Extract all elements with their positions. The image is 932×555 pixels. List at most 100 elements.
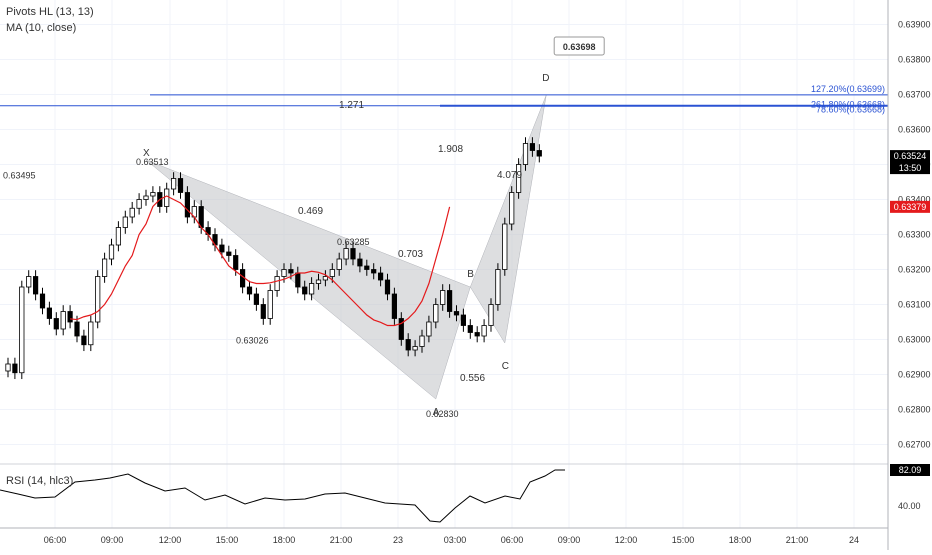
ratio-label: 0.703	[398, 249, 423, 260]
candle-body	[322, 276, 329, 281]
pivot-label: 0.63285	[337, 237, 370, 247]
candle-body	[384, 279, 391, 295]
time-tick-label: 15:00	[672, 535, 695, 545]
time-tick-label: 12:00	[615, 535, 638, 545]
price-tick-label: 0.63700	[898, 90, 931, 100]
price-tick-label: 0.63300	[898, 230, 931, 240]
ma-line	[70, 195, 451, 327]
rsi-layer	[0, 463, 888, 523]
rsi-value-label: 82.09	[899, 465, 922, 475]
candle-body	[184, 192, 190, 218]
time-tick-label: 09:00	[558, 535, 581, 545]
point-b-label: B	[467, 269, 474, 280]
candle-body	[467, 325, 473, 333]
candle-body	[460, 314, 467, 326]
price-tick-label: 0.63600	[898, 125, 931, 135]
candle-body	[295, 272, 301, 288]
countdown-label: 13:50	[899, 163, 922, 173]
time-tick-label: 18:00	[273, 535, 296, 545]
candle-body	[5, 363, 11, 372]
pivot-label: 0.63495	[3, 170, 36, 180]
candle-body	[377, 272, 384, 281]
candle-body	[495, 269, 501, 305]
candle-body	[288, 269, 294, 274]
candle-body	[502, 223, 508, 270]
candles-layer	[5, 137, 542, 380]
candle-body	[302, 286, 308, 295]
candle-body	[170, 178, 177, 190]
candle-body	[343, 248, 349, 260]
ratio-label: 1.908	[438, 144, 463, 155]
candle-body	[329, 269, 335, 277]
last-price-label: 0.63524	[894, 151, 927, 161]
time-tick-label: 23	[393, 535, 403, 545]
time-tick-label: 21:00	[330, 535, 353, 545]
time-tick-label: 06:00	[44, 535, 67, 545]
candle-body	[357, 258, 363, 267]
time-tick-label: 21:00	[786, 535, 809, 545]
candle-body	[102, 258, 108, 277]
ma-price-label: 0.63379	[894, 202, 927, 212]
rsi-tick-label: 40.00	[898, 501, 921, 511]
candle-body	[108, 244, 115, 260]
pivot-label: 0.63026	[236, 335, 269, 345]
candle-body	[253, 293, 259, 305]
price-tick-label: 0.63900	[898, 20, 931, 30]
ma-price-badge	[890, 200, 930, 213]
candle-body	[136, 199, 142, 209]
price-tick-label: 0.63200	[898, 265, 931, 275]
point-d-label: D	[542, 73, 549, 84]
pivots-legend[interactable]: Pivots HL (13, 13)	[6, 6, 94, 18]
fib-label-127: 127.20%(0.63699)	[811, 84, 885, 94]
candle-body	[336, 258, 342, 270]
bcd-triangle	[470, 95, 547, 344]
xab-triangle	[145, 159, 471, 400]
candle-body	[53, 318, 59, 330]
candle-body	[350, 248, 356, 260]
pivot-label: 0.63513	[136, 157, 169, 167]
candle-body	[226, 251, 232, 256]
candle-body	[26, 276, 32, 288]
rsi-legend[interactable]: RSI (14, hlc3)	[6, 475, 73, 487]
candle-body	[67, 311, 73, 323]
candle-body	[405, 339, 411, 351]
candle-body	[419, 335, 425, 347]
candle-body	[426, 321, 432, 337]
candle-body	[177, 178, 184, 193]
pivot-callout-box	[553, 36, 605, 56]
pivot-label: 0.62830	[426, 409, 459, 419]
candle-body	[46, 307, 53, 319]
fib-label-261: 261.80%(0.63668)	[811, 100, 885, 110]
point-a-label: A	[433, 407, 440, 418]
candle-body	[39, 293, 46, 309]
price-tick-label: 0.62900	[898, 370, 931, 380]
candle-body	[60, 311, 66, 330]
candle-body	[19, 286, 25, 374]
candle-body	[529, 143, 536, 151]
candle-body	[233, 255, 239, 270]
ma-legend[interactable]: MA (10, close)	[6, 22, 76, 34]
candle-body	[488, 304, 494, 326]
candle-body	[150, 192, 156, 197]
candle-body	[481, 325, 487, 337]
candle-body	[33, 276, 39, 295]
candle-body	[516, 164, 522, 193]
candle-body	[88, 321, 94, 346]
candle-body	[260, 304, 266, 319]
pivot-callout-label: 0.63698	[563, 42, 596, 52]
price-tick-label: 0.62700	[898, 440, 931, 450]
time-tick-label: 18:00	[729, 535, 752, 545]
time-tick-label: 06:00	[501, 535, 524, 545]
candle-body	[398, 318, 404, 340]
candle-body	[246, 286, 253, 295]
candle-body	[274, 276, 280, 291]
point-x-label: X	[143, 148, 150, 159]
candle-body	[315, 279, 322, 284]
last-price-badge	[890, 150, 930, 175]
price-tick-label: 0.63100	[898, 300, 931, 310]
candle-body	[267, 290, 273, 319]
candle-body	[143, 195, 149, 200]
